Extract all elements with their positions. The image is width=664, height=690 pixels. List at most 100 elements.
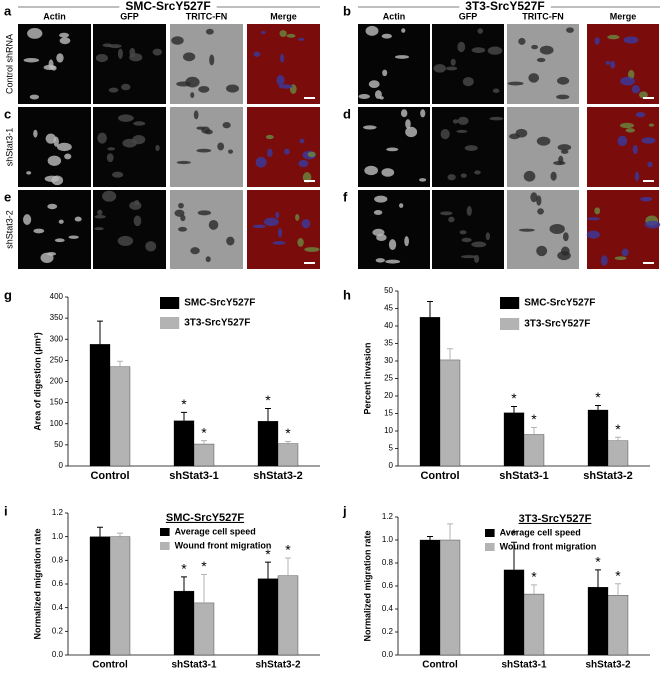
- x-tick-label: shStat3-1: [169, 470, 219, 482]
- cell: [557, 250, 571, 261]
- cell: [628, 69, 635, 80]
- y-tick-label: 35: [384, 339, 393, 348]
- y-tick-label: 0.0: [382, 650, 394, 659]
- cell: [117, 48, 123, 60]
- cell: [253, 51, 261, 57]
- cell: [29, 94, 40, 100]
- bar: [607, 595, 629, 656]
- cell: [295, 213, 300, 221]
- cell: [95, 53, 108, 63]
- panel-letter: c: [4, 106, 11, 121]
- cell: [277, 228, 283, 238]
- x-tick-label: shStat3-2: [255, 660, 300, 671]
- panel-letter: b: [343, 3, 351, 18]
- cell: [563, 232, 569, 242]
- y-axis-label: Area of digestion (μm²): [32, 332, 42, 431]
- cell: [286, 33, 296, 38]
- cell: [648, 123, 655, 127]
- error-bar: [595, 404, 601, 410]
- legend-label: Average cell speed: [175, 526, 256, 536]
- cell: [198, 85, 210, 93]
- cell: [374, 195, 388, 203]
- significance-marker: *: [265, 392, 271, 408]
- cell: [108, 44, 122, 49]
- cell: [176, 160, 191, 165]
- cell: [176, 81, 192, 87]
- cell: [260, 30, 266, 35]
- cell: [59, 32, 70, 38]
- y-tick-label: 45: [384, 304, 393, 313]
- error-bar: [201, 574, 207, 603]
- cell: [594, 37, 600, 45]
- chart-label: h: [343, 287, 351, 302]
- error-bar: [181, 411, 187, 421]
- cell: [59, 37, 71, 45]
- cell: [178, 202, 184, 209]
- cell: [560, 149, 569, 154]
- cell: [26, 171, 32, 175]
- cell: [118, 114, 134, 122]
- micrograph: [93, 24, 166, 104]
- significance-marker: *: [595, 389, 601, 405]
- cell: [477, 28, 484, 34]
- column-label: TRITC-FN: [186, 11, 228, 21]
- cell: [536, 195, 542, 206]
- cell: [460, 173, 467, 178]
- cell: [190, 92, 195, 98]
- error-bar: [285, 440, 291, 444]
- chart-label: i: [4, 503, 8, 518]
- legend-swatch: [485, 543, 495, 551]
- y-tick-label: 150: [50, 398, 64, 407]
- cell: [373, 209, 383, 216]
- cell: [379, 96, 384, 100]
- cell: [275, 211, 280, 219]
- cell: [641, 137, 656, 144]
- column-label: Merge: [270, 11, 297, 21]
- cell: [45, 133, 57, 144]
- cell: [399, 203, 404, 208]
- cell: [447, 174, 456, 181]
- y-tick-label: 1.0: [382, 535, 394, 544]
- bar: [257, 421, 279, 467]
- significance-marker: *: [511, 526, 517, 542]
- cell: [556, 94, 570, 100]
- cell: [255, 156, 267, 168]
- y-axis-label: Normalized migration rate: [362, 530, 372, 641]
- group-title: 3T3-SrcY527F: [465, 0, 544, 13]
- cell: [388, 239, 397, 251]
- significance-marker: *: [181, 561, 187, 577]
- cell: [394, 55, 410, 59]
- cell: [174, 209, 185, 217]
- micrograph: [93, 190, 166, 269]
- cell: [117, 235, 134, 246]
- y-axis-label: Percent invasion: [362, 342, 372, 414]
- cell: [94, 227, 104, 231]
- micrograph: [587, 190, 659, 269]
- y-tick-label: 1.0: [52, 532, 64, 541]
- cell: [647, 161, 653, 168]
- cell: [386, 147, 399, 152]
- y-tick-label: 0.8: [52, 555, 64, 564]
- y-tick-label: 300: [50, 334, 64, 343]
- cell: [155, 144, 160, 152]
- legend-swatch: [160, 317, 180, 329]
- cell: [445, 66, 458, 71]
- cell: [382, 69, 388, 77]
- cell: [531, 44, 539, 50]
- error-bar: [201, 440, 207, 445]
- cell: [617, 135, 628, 147]
- y-tick-label: 0.4: [382, 604, 394, 613]
- bar: [419, 539, 441, 656]
- cell: [299, 138, 305, 144]
- error-bar: [427, 301, 433, 318]
- significance-marker: *: [265, 546, 271, 562]
- row-label: shStat3-1: [4, 128, 14, 167]
- error-bar: [531, 584, 537, 595]
- micrograph: [358, 107, 430, 187]
- cell: [487, 46, 503, 55]
- cell: [112, 171, 124, 178]
- row-label: Control shRNA: [4, 34, 14, 94]
- cell: [58, 219, 64, 224]
- significance-marker: *: [615, 421, 621, 437]
- micrograph: [432, 24, 504, 104]
